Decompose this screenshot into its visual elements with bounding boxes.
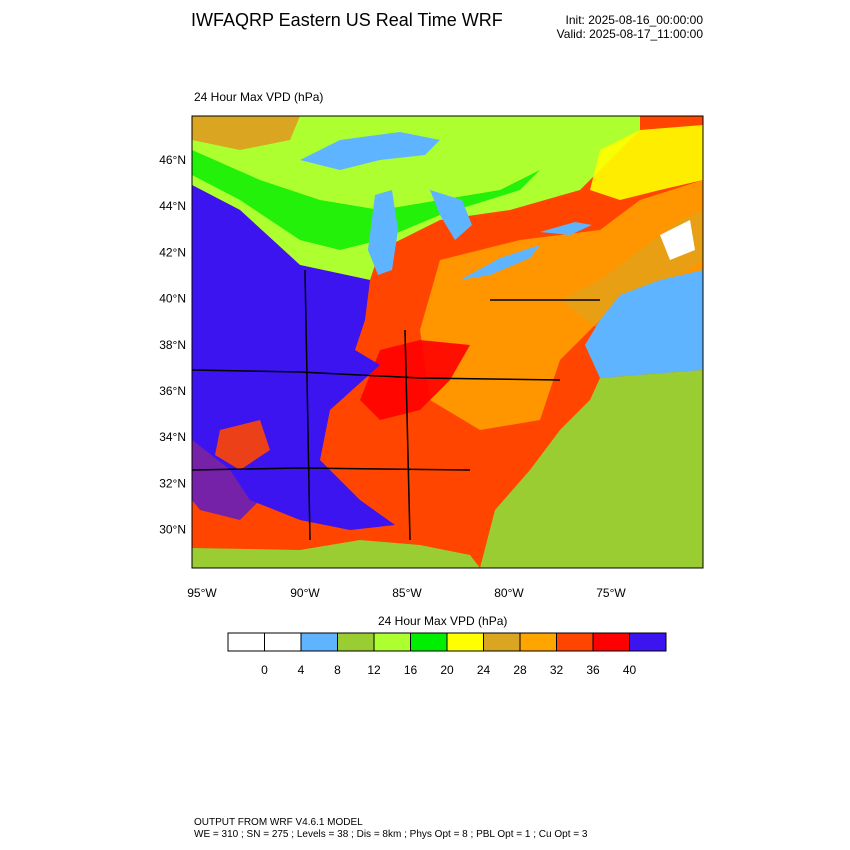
colorbar-swatch — [301, 633, 338, 651]
lat-label: 42°N — [159, 245, 186, 259]
colorbar-tick-label: 20 — [440, 663, 454, 677]
lon-label: 90°W — [290, 586, 320, 600]
lon-label: 85°W — [392, 586, 422, 600]
lon-label: 75°W — [596, 586, 626, 600]
lon-label: 95°W — [187, 586, 217, 600]
colorbar-tick-label: 8 — [334, 663, 341, 677]
lat-label: 38°N — [159, 338, 186, 352]
colorbar-swatch — [520, 633, 557, 651]
colorbar-tick-label: 32 — [550, 663, 564, 677]
colorbar-tick-label: 12 — [367, 663, 381, 677]
colorbar-swatch — [630, 633, 667, 651]
lat-label: 34°N — [159, 430, 186, 444]
colorbar-swatch — [374, 633, 411, 651]
colorbar-tick-label: 36 — [586, 663, 600, 677]
colorbar-swatch — [557, 633, 594, 651]
valid-time: Valid: 2025-08-17_11:00:00 — [557, 27, 704, 41]
colorbar-tick-label: 4 — [298, 663, 305, 677]
lat-label: 46°N — [159, 153, 186, 167]
colorbar-swatch — [447, 633, 484, 651]
colorbar-swatch — [484, 633, 521, 651]
lat-label: 30°N — [159, 523, 186, 537]
footer-line: WE = 310 ; SN = 275 ; Levels = 38 ; Dis … — [194, 829, 588, 840]
lat-label: 32°N — [159, 476, 186, 490]
footer-line: OUTPUT FROM WRF V4.6.1 MODEL — [194, 817, 363, 828]
page: IWFAQRP Eastern US Real Time WRF Init: 2… — [0, 0, 850, 850]
map-figure: IWFAQRP Eastern US Real Time WRF Init: 2… — [0, 0, 850, 850]
colorbar-tick-label: 16 — [404, 663, 418, 677]
lat-label: 40°N — [159, 292, 186, 306]
colorbar-title: 24 Hour Max VPD (hPa) — [378, 614, 507, 628]
map-field — [192, 116, 703, 568]
colorbar-tick-label: 24 — [477, 663, 491, 677]
lat-label: 44°N — [159, 199, 186, 213]
colorbar-swatch — [338, 633, 375, 651]
colorbar-swatch — [228, 633, 265, 651]
colorbar-swatch — [593, 633, 630, 651]
title: IWFAQRP Eastern US Real Time WRF — [191, 10, 503, 30]
lon-label: 80°W — [494, 586, 524, 600]
init-time: Init: 2025-08-16_00:00:00 — [566, 13, 704, 27]
colorbar-swatch — [411, 633, 448, 651]
colorbar-tick-label: 28 — [513, 663, 527, 677]
field-label: 24 Hour Max VPD (hPa) — [194, 90, 323, 104]
colorbar-tick-label: 40 — [623, 663, 637, 677]
colorbar-swatch — [265, 633, 302, 651]
lat-label: 36°N — [159, 384, 186, 398]
colorbar-tick-label: 0 — [261, 663, 268, 677]
